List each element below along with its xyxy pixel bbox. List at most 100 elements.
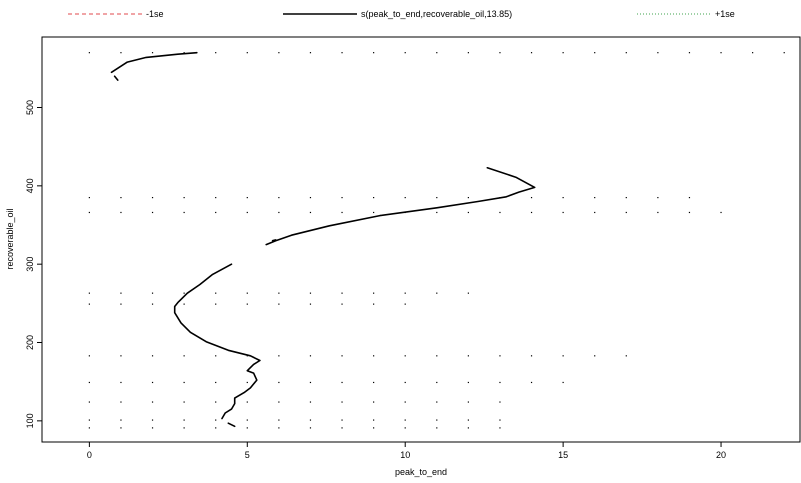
smooth-curve-segment (113, 75, 119, 81)
data-point (88, 419, 90, 421)
data-point (151, 419, 154, 421)
x-tick-label: 10 (400, 450, 410, 460)
data-point (373, 381, 375, 384)
data-point (278, 211, 280, 214)
data-point (720, 52, 722, 54)
data-point (341, 419, 343, 421)
data-point (183, 381, 185, 384)
y-tick-label: 400 (25, 178, 35, 193)
data-point (499, 355, 501, 357)
data-point (373, 211, 375, 214)
data-point (688, 211, 691, 214)
data-point (88, 52, 90, 54)
data-point (436, 196, 438, 199)
y-tick-label: 100 (25, 413, 35, 428)
smooth-curve-segment (227, 422, 236, 428)
data-point (120, 401, 122, 403)
data-point (404, 196, 406, 199)
data-point (183, 292, 185, 294)
data-point (88, 292, 90, 294)
data-point (341, 292, 343, 294)
data-point (373, 355, 375, 357)
data-point (404, 292, 406, 294)
data-point (467, 52, 469, 54)
data-point (309, 355, 312, 357)
data-point (246, 196, 248, 199)
data-point (404, 381, 406, 384)
data-point (530, 196, 533, 199)
smooth-curve-segment (110, 51, 198, 74)
data-point (436, 401, 438, 403)
data-point (341, 355, 343, 357)
data-point (215, 381, 217, 384)
data-point (530, 52, 533, 54)
data-point (373, 52, 375, 54)
data-point (373, 401, 375, 403)
data-point (436, 355, 438, 357)
data-point (278, 401, 280, 403)
data-point (341, 427, 343, 429)
data-point (625, 211, 627, 214)
data-point (309, 211, 312, 214)
data-point (120, 419, 122, 421)
data-point (246, 292, 248, 294)
data-point (278, 427, 280, 429)
data-point (530, 355, 533, 357)
data-point (625, 196, 627, 199)
data-point (562, 381, 564, 384)
data-point (404, 303, 406, 305)
y-axis-title: recoverable_oil (5, 208, 15, 269)
data-point (467, 419, 469, 421)
smooth-curve-layer (110, 51, 536, 428)
data-point (499, 211, 501, 214)
data-point (467, 355, 469, 357)
data-point (309, 427, 312, 429)
data-point (278, 381, 280, 384)
data-point (215, 427, 217, 429)
data-point (373, 303, 375, 305)
data-point (151, 196, 154, 199)
data-point (151, 211, 154, 214)
data-point (88, 401, 90, 403)
data-point (625, 355, 627, 357)
data-point (120, 427, 122, 429)
data-point (278, 196, 280, 199)
data-point (436, 381, 438, 384)
data-point (373, 427, 375, 429)
data-point (183, 355, 185, 357)
data-point (404, 419, 406, 421)
data-point (309, 303, 312, 305)
data-point (278, 303, 280, 305)
data-point (562, 52, 564, 54)
data-point (657, 211, 659, 214)
data-point (309, 196, 312, 199)
data-point (562, 196, 564, 199)
data-point (120, 292, 122, 294)
data-point (88, 196, 90, 199)
data-point (309, 381, 312, 384)
data-point (594, 355, 596, 357)
data-point (467, 401, 469, 403)
data-point (246, 401, 248, 403)
data-point (436, 419, 438, 421)
data-point (562, 211, 564, 214)
data-point (467, 196, 469, 199)
data-point (246, 419, 248, 421)
data-point (88, 381, 90, 384)
data-point (436, 211, 438, 214)
x-tick-label: 15 (558, 450, 568, 460)
data-point (720, 211, 722, 214)
smooth-curve-segment (265, 167, 536, 246)
data-point (373, 419, 375, 421)
data-point (151, 401, 154, 403)
data-point (151, 381, 154, 384)
data-point (278, 355, 280, 357)
data-point (373, 196, 375, 199)
data-point (183, 303, 185, 305)
data-point (657, 196, 659, 199)
data-point (183, 211, 185, 214)
data-point (404, 401, 406, 403)
data-point (530, 381, 533, 384)
data-point (120, 303, 122, 305)
data-grid-points (88, 52, 785, 429)
